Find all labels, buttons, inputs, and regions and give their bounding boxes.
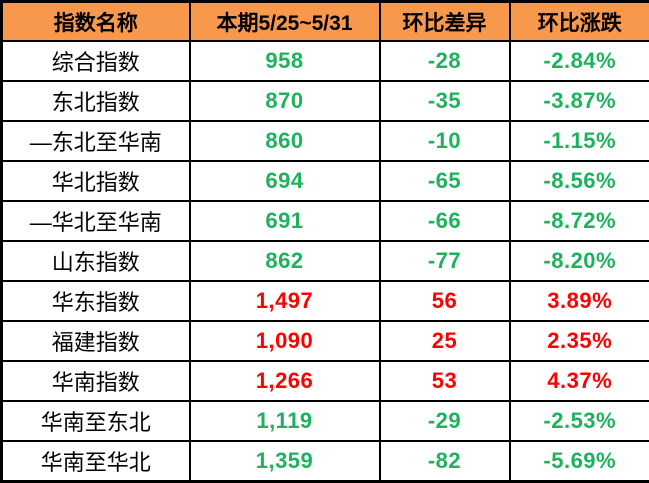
diff-value-cell: -28 <box>380 41 510 81</box>
pct-change-cell: 2.35% <box>510 321 649 361</box>
table-row: 华南至东北 1,119 -29 -2.53% <box>2 401 649 441</box>
index-name-cell: 华南指数 <box>2 361 190 401</box>
table-row: 福建指数 1,090 25 2.35% <box>2 321 649 361</box>
diff-value-cell: -77 <box>380 241 510 281</box>
index-name-cell: 福建指数 <box>2 321 190 361</box>
pct-change-cell: 3.89% <box>510 281 649 321</box>
table-row: —华北至华南 691 -66 -8.72% <box>2 201 649 241</box>
current-value-cell: 870 <box>190 81 380 121</box>
diff-value-cell: -10 <box>380 121 510 161</box>
header-row: 指数名称 本期5/25~5/31 环比差异 环比涨跌 <box>2 2 649 42</box>
current-value-cell: 1,266 <box>190 361 380 401</box>
pct-change-cell: -5.69% <box>510 441 649 482</box>
index-name-cell: 山东指数 <box>2 241 190 281</box>
index-name-cell: 华北指数 <box>2 161 190 201</box>
current-value-cell: 694 <box>190 161 380 201</box>
diff-value-cell: 25 <box>380 321 510 361</box>
diff-value-cell: 56 <box>380 281 510 321</box>
current-value-cell: 1,119 <box>190 401 380 441</box>
column-header-current-period: 本期5/25~5/31 <box>190 2 380 42</box>
index-name-cell: 东北指数 <box>2 81 190 121</box>
index-name-cell: 华南至华北 <box>2 441 190 482</box>
table-row: 东北指数 870 -35 -3.87% <box>2 81 649 121</box>
index-name-cell: —东北至华南 <box>2 121 190 161</box>
column-header-period-change: 环比涨跌 <box>510 2 649 42</box>
table-row: 华北指数 694 -65 -8.56% <box>2 161 649 201</box>
pct-change-cell: -2.84% <box>510 41 649 81</box>
diff-value-cell: -66 <box>380 201 510 241</box>
index-name-cell: 华南至东北 <box>2 401 190 441</box>
column-header-index-name: 指数名称 <box>2 2 190 42</box>
index-name-cell: —华北至华南 <box>2 201 190 241</box>
pct-change-cell: -1.15% <box>510 121 649 161</box>
current-value-cell: 1,090 <box>190 321 380 361</box>
table-row: 综合指数 958 -28 -2.84% <box>2 41 649 81</box>
diff-value-cell: -65 <box>380 161 510 201</box>
diff-value-cell: -29 <box>380 401 510 441</box>
current-value-cell: 862 <box>190 241 380 281</box>
diff-value-cell: -35 <box>380 81 510 121</box>
table-row: 华南至华北 1,359 -82 -5.69% <box>2 441 649 482</box>
current-value-cell: 691 <box>190 201 380 241</box>
current-value-cell: 958 <box>190 41 380 81</box>
pct-change-cell: 4.37% <box>510 361 649 401</box>
current-value-cell: 1,359 <box>190 441 380 482</box>
pct-change-cell: -8.72% <box>510 201 649 241</box>
current-value-cell: 860 <box>190 121 380 161</box>
index-name-cell: 华东指数 <box>2 281 190 321</box>
table-row: 华南指数 1,266 53 4.37% <box>2 361 649 401</box>
table-row: —东北至华南 860 -10 -1.15% <box>2 121 649 161</box>
pct-change-cell: -8.56% <box>510 161 649 201</box>
diff-value-cell: -82 <box>380 441 510 482</box>
pct-change-cell: -2.53% <box>510 401 649 441</box>
diff-value-cell: 53 <box>380 361 510 401</box>
current-value-cell: 1,497 <box>190 281 380 321</box>
table-row: 山东指数 862 -77 -8.20% <box>2 241 649 281</box>
index-name-cell: 综合指数 <box>2 41 190 81</box>
column-header-period-diff: 环比差异 <box>380 2 510 42</box>
pct-change-cell: -8.20% <box>510 241 649 281</box>
table-row: 华东指数 1,497 56 3.89% <box>2 281 649 321</box>
pct-change-cell: -3.87% <box>510 81 649 121</box>
